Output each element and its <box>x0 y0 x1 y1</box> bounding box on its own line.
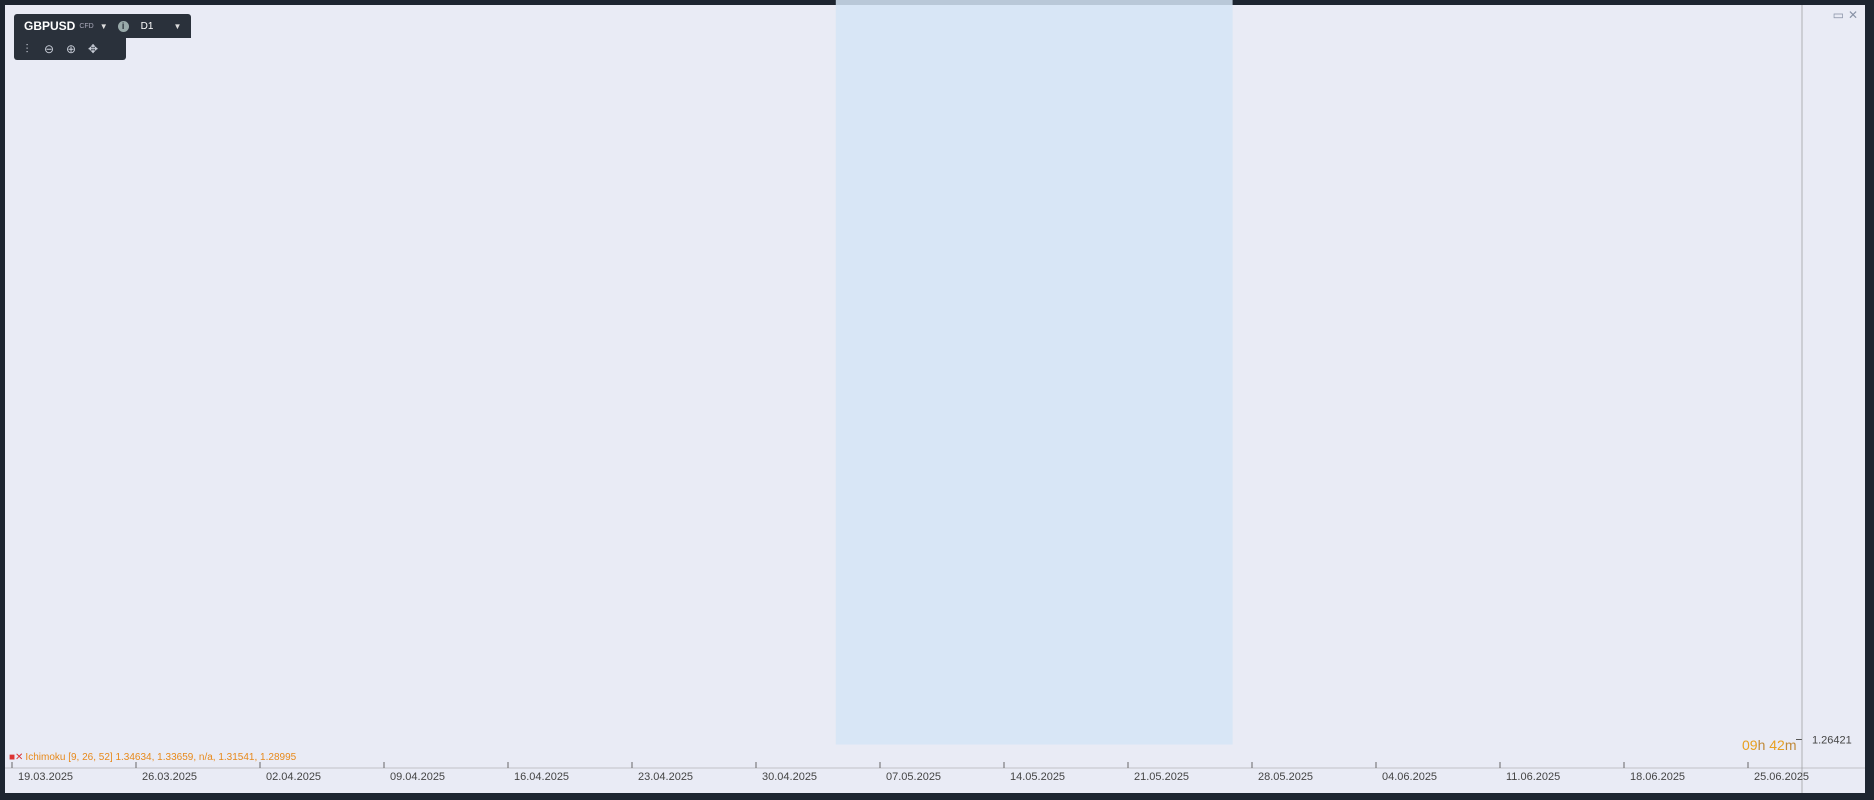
chart-type-icon[interactable]: ⫶ <box>25 42 29 56</box>
zoom-in-icon[interactable]: ⊕ <box>65 42 77 56</box>
x-tick-label: 26.03.2025 <box>142 771 197 783</box>
timer-minutes: 42 <box>1769 737 1785 753</box>
close-icon[interactable]: ✕ <box>1847 8 1862 22</box>
x-tick-label: 09.04.2025 <box>390 771 445 783</box>
symbol-name[interactable]: GBPUSD <box>24 19 76 33</box>
restore-icon[interactable]: ▭ <box>1832 8 1848 22</box>
info-icon[interactable]: i <box>117 20 129 32</box>
move-icon[interactable]: ✥ <box>87 42 99 56</box>
chart-toolbar: ⫶ ⊖ ⊕ ✥ <box>14 38 126 60</box>
x-tick-label: 23.04.2025 <box>638 771 693 783</box>
indicator-text: Ichimoku [9, 26, 52] 1.34634, 1.33659, n… <box>25 752 297 763</box>
window-buttons: ▭✕ <box>1833 8 1862 22</box>
timeframe-dropdown-icon[interactable]: ▼ <box>173 21 182 31</box>
zoom-out-icon[interactable]: ⊖ <box>43 42 55 56</box>
cloud-fill <box>835 0 1233 745</box>
bar-timer: 09h 42m <box>1742 737 1797 753</box>
x-tick-label: 30.04.2025 <box>762 771 817 783</box>
x-tick-label: 02.04.2025 <box>266 771 321 783</box>
symbol-type: CFD <box>79 22 94 30</box>
x-tick-label: 18.06.2025 <box>1630 771 1685 783</box>
time-axis: 19.03.2025 26.03.2025 02.04.2025 09.04.2025… <box>5 762 1865 783</box>
timer-h: h <box>1757 737 1766 753</box>
symbol-bar: GBPUSD CFD ▼ i D1 ▼ <box>14 14 191 38</box>
timer-m: m <box>1784 737 1797 753</box>
close-icon[interactable]: ■✕ <box>9 752 24 763</box>
symbol-dropdown-icon[interactable]: ▼ <box>99 21 108 31</box>
indicator-label[interactable]: ■✕ Ichimoku [9, 26, 52] 1.34634, 1.33659,… <box>9 752 296 763</box>
x-tick-label: 21.05.2025 <box>1134 771 1189 783</box>
y-tick-label: 1.26421 <box>1812 735 1852 747</box>
x-tick-label: 19.03.2025 <box>18 771 73 783</box>
x-tick-label: 07.05.2025 <box>886 771 941 783</box>
timeframe-label[interactable]: D1 <box>140 20 154 32</box>
x-tick-label: 14.05.2025 <box>1010 771 1065 783</box>
ichimoku-cloud <box>835 0 1233 745</box>
x-tick-label: 11.06.2025 <box>1506 771 1560 783</box>
x-tick-label: 04.06.2025 <box>1382 771 1437 783</box>
x-tick-label: 28.05.2025 <box>1258 771 1313 783</box>
x-tick-label: 16.04.2025 <box>514 771 569 783</box>
timer-hours: 09 <box>1742 737 1758 753</box>
x-tick-label: 25.06.2025 <box>1754 771 1809 783</box>
price-axis: 1.374481.368681.362881.357071.351271.345… <box>1796 5 1852 793</box>
